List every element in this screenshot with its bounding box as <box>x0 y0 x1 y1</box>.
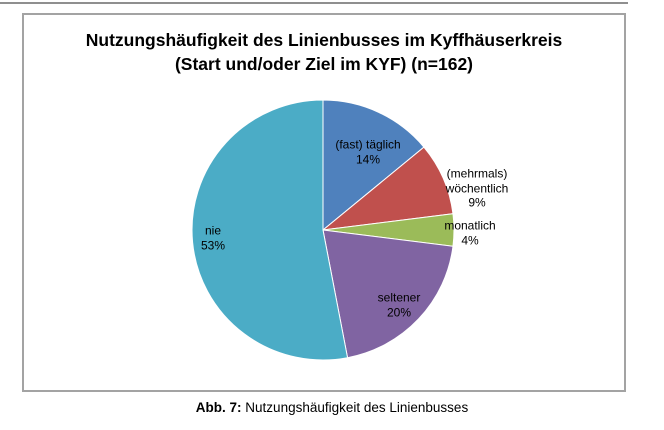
slice-label-4: nie 53% <box>201 224 225 253</box>
slice-label-line: monatlich <box>444 218 496 233</box>
chart-title-line1: Nutzungshäufigkeit des Linienbusses im K… <box>85 30 563 50</box>
slice-label-line: wöchentlich <box>445 180 509 195</box>
slice-label-2: monatlich 4% <box>444 219 495 248</box>
slice-label-line: 14% <box>355 152 381 166</box>
chart-title: Nutzungshäufigkeit des Linienbusses im K… <box>24 28 624 76</box>
figure-caption-text: Nutzungshäufigkeit des Linienbusses <box>241 400 469 415</box>
slice-label-line: 9% <box>468 195 486 210</box>
slice-label-line: 20% <box>386 305 412 319</box>
slice-label-line: 53% <box>200 238 226 252</box>
slice-label-line: 4% <box>461 233 479 247</box>
slice-label-3: seltener 20% <box>378 291 421 320</box>
figure-caption: Abb. 7: Nutzungshäufigkeit des Linienbus… <box>0 400 664 415</box>
chart-title-line2: (Start und/oder Ziel im KYF) (n=162) <box>174 54 474 74</box>
slice-label-line: seltener <box>377 290 421 305</box>
slice-label-1: (mehrmals) wöchentlich 9% <box>446 166 509 210</box>
slice-label-line: (fast) täglich <box>335 137 401 152</box>
figure-caption-number: Abb. 7: <box>195 400 242 415</box>
slice-label-0: (fast) täglich 14% <box>335 138 400 167</box>
top-divider <box>0 2 628 4</box>
slice-label-line: nie <box>204 223 221 238</box>
slice-label-line: (mehrmals) <box>446 166 508 181</box>
